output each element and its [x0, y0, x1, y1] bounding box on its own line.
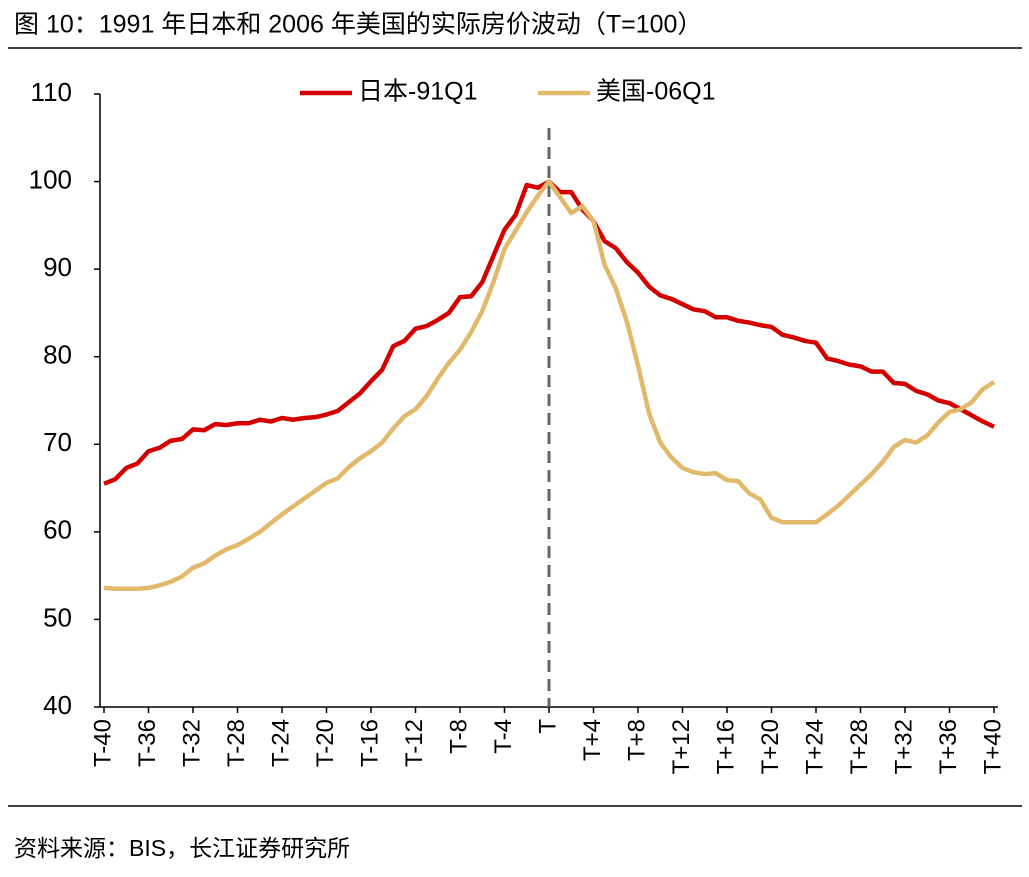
y-tick-label: 50 — [43, 602, 72, 632]
x-tick-label: T-8 — [445, 719, 472, 754]
x-tick-label: T-24 — [267, 719, 294, 767]
x-tick-label: T+40 — [979, 719, 1006, 774]
y-tick-label: 60 — [43, 515, 72, 545]
y-tick-label: 110 — [31, 77, 72, 107]
y-tick-label: 70 — [43, 427, 72, 457]
x-tick-label: T+28 — [846, 719, 873, 774]
x-tick-label: T-12 — [401, 719, 428, 767]
legend-label: 美国-06Q1 — [596, 78, 715, 106]
x-tick-label: T-36 — [134, 719, 161, 767]
x-tick-label: T+8 — [623, 719, 650, 761]
x-tick-label: T+20 — [757, 719, 784, 774]
source-note: 资料来源：BIS，长江证券研究所 — [14, 835, 350, 861]
x-tick-label: T-16 — [356, 719, 383, 767]
x-tick-label: T-4 — [490, 719, 517, 754]
y-tick-label: 100 — [29, 164, 72, 194]
y-tick-label: 80 — [43, 340, 72, 370]
x-tick-label: T-28 — [223, 719, 250, 767]
x-tick-label: T+24 — [801, 719, 828, 774]
x-tick-label: T — [534, 719, 561, 734]
y-tick-label: 90 — [43, 252, 72, 282]
y-tick-label: 40 — [43, 690, 72, 720]
chart-title: 图 10：1991 年日本和 2006 年美国的实际房价波动（T=100） — [14, 11, 702, 39]
legend-label: 日本-91Q1 — [358, 78, 477, 106]
x-tick-label: T-32 — [178, 719, 205, 767]
x-tick-label: T+12 — [668, 719, 695, 774]
x-tick-label: T+36 — [935, 719, 962, 774]
x-tick-label: T+16 — [712, 719, 739, 774]
x-tick-label: T+4 — [579, 719, 606, 761]
x-tick-label: T-20 — [312, 719, 339, 767]
series-line — [103, 179, 996, 592]
x-tick-label: T+32 — [890, 719, 917, 774]
x-tick-label: T-40 — [89, 719, 116, 767]
